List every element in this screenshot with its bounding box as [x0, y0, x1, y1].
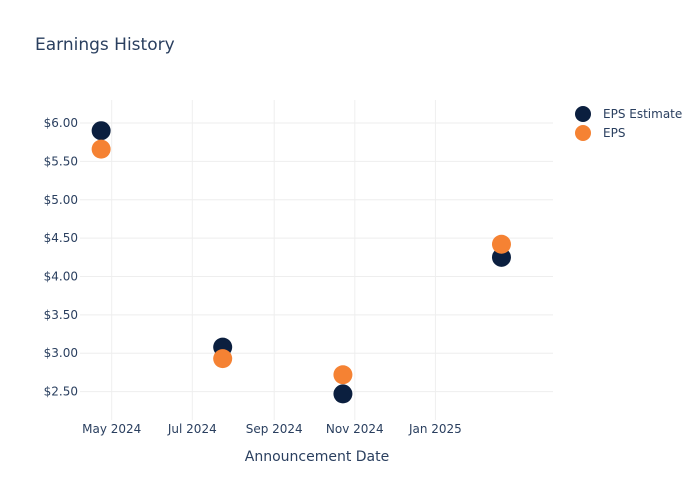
eps-estimate-point[interactable] [91, 121, 111, 141]
x-tick-label: Sep 2024 [246, 422, 303, 436]
eps-point[interactable] [91, 139, 111, 159]
legend-item[interactable]: EPS Estimate [575, 106, 682, 122]
x-axis-ticks: May 2024 Jul 2024 Sep 2024 Nov 2024 Jan 2025 [82, 422, 462, 436]
data-points [91, 121, 511, 404]
legend-label: EPS [603, 126, 625, 140]
y-tick-label: $5.50 [44, 154, 78, 168]
y-axis-ticks: $2.50 $3.00 $3.50 $4.00 $4.50 $5.00 $5.50 $6.00 [44, 116, 78, 399]
y-tick-label: $3.50 [44, 308, 78, 322]
legend-marker [575, 125, 591, 141]
eps-point[interactable] [213, 349, 233, 369]
eps-estimate-point[interactable] [491, 247, 511, 267]
legend[interactable]: EPS Estimate EPS [575, 106, 682, 141]
x-tick-label: Jul 2024 [167, 422, 217, 436]
x-tick-label: May 2024 [82, 422, 141, 436]
x-axis-title: Announcement Date [245, 449, 389, 465]
legend-item[interactable]: EPS [575, 125, 625, 141]
y-tick-label: $4.00 [44, 269, 78, 283]
y-tick-label: $2.50 [44, 385, 78, 399]
chart-title: Earnings History [35, 35, 175, 55]
y-tick-label: $5.00 [44, 193, 78, 207]
legend-marker [575, 106, 591, 122]
eps-point[interactable] [491, 234, 511, 254]
eps-estimate-point[interactable] [333, 384, 353, 404]
eps-point[interactable] [333, 365, 353, 385]
y-tick-label: $3.00 [44, 346, 78, 360]
x-tick-label: Nov 2024 [326, 422, 384, 436]
grid-lines [80, 100, 553, 420]
x-tick-label: Jan 2025 [408, 422, 462, 436]
y-tick-label: $4.50 [44, 231, 78, 245]
legend-label: EPS Estimate [603, 107, 682, 121]
y-tick-label: $6.00 [44, 116, 78, 130]
